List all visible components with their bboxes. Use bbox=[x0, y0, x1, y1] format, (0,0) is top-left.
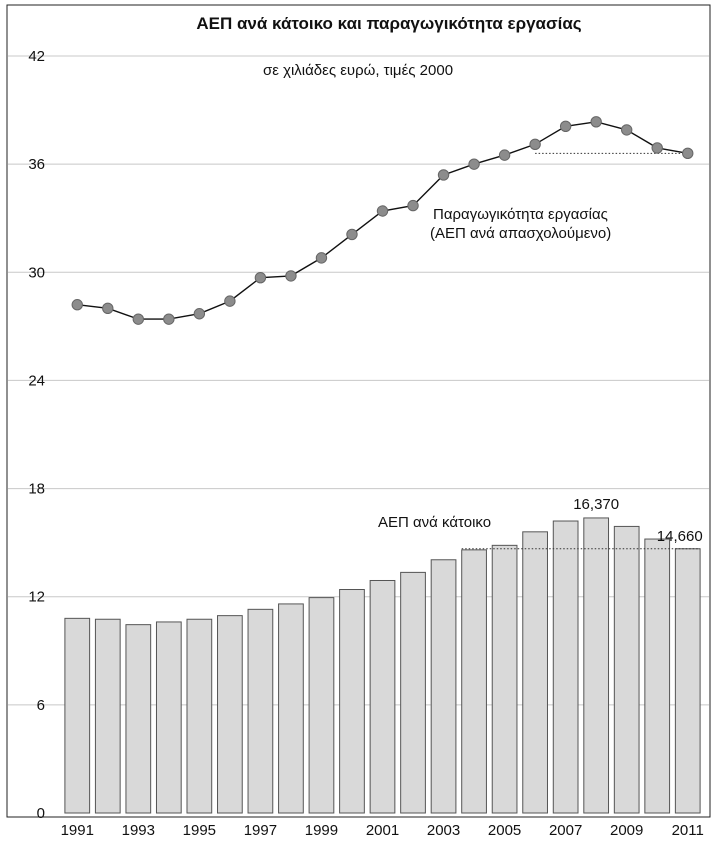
x-tick-label: 1995 bbox=[183, 822, 216, 839]
line-point bbox=[376, 205, 389, 217]
line-point bbox=[193, 308, 206, 320]
line-point bbox=[498, 149, 511, 161]
line-point bbox=[163, 313, 175, 325]
line-point bbox=[132, 313, 145, 325]
line-point bbox=[651, 142, 663, 154]
bar bbox=[644, 538, 671, 814]
x-tick-label: 2011 bbox=[672, 822, 704, 839]
gridlines bbox=[8, 55, 709, 706]
x-axis-ticks: 1991 1993 1995 1997 1999 2001 2003 2005 2007 2009… bbox=[61, 822, 704, 839]
line-point bbox=[254, 271, 267, 284]
y-tick-label: 0 bbox=[37, 805, 45, 822]
bar bbox=[186, 618, 213, 814]
reference-lines bbox=[461, 152, 701, 550]
bar bbox=[94, 618, 121, 814]
y-tick-label: 42 bbox=[28, 48, 45, 65]
line-series bbox=[71, 116, 694, 325]
line-point bbox=[529, 138, 541, 151]
y-tick-label: 24 bbox=[28, 372, 45, 389]
bar bbox=[369, 579, 396, 814]
bar bbox=[522, 531, 548, 814]
line-point bbox=[407, 199, 419, 212]
y-tick-label: 6 bbox=[37, 697, 45, 714]
line-point bbox=[71, 299, 83, 311]
line-point bbox=[315, 252, 328, 264]
bar bbox=[400, 571, 426, 814]
x-tick-label: 1993 bbox=[122, 822, 155, 839]
line-point bbox=[346, 228, 358, 241]
y-axis-ticks: 0 6 12 18 24 30 36 42 bbox=[28, 48, 45, 822]
chart-subtitle: σε χιλιάδες ευρώ, τιμές 2000 bbox=[263, 62, 453, 79]
x-tick-label: 2001 bbox=[366, 822, 399, 839]
y-tick-label: 30 bbox=[28, 264, 45, 281]
data-labels: 16,370 14,660 bbox=[573, 496, 702, 545]
bar bbox=[491, 544, 518, 814]
x-tick-label: 1997 bbox=[244, 822, 277, 839]
line-series-label-2: (ΑΕΠ ανά απασχολούμενο) bbox=[430, 225, 611, 242]
x-tick-label: 2007 bbox=[549, 822, 582, 839]
x-tick-label: 2005 bbox=[488, 822, 521, 839]
bar bbox=[613, 525, 640, 814]
line-point bbox=[590, 116, 602, 128]
bar bbox=[155, 621, 182, 814]
bar bbox=[64, 617, 91, 814]
line-point bbox=[437, 169, 450, 181]
line-series-label: Παραγωγικότητα εργασίας bbox=[433, 206, 608, 223]
bar-series-label: ΑΕΠ ανά κάτοικο bbox=[378, 514, 491, 531]
line-point bbox=[620, 124, 633, 136]
x-tick-label: 1991 bbox=[61, 822, 94, 839]
y-tick-label: 18 bbox=[28, 481, 45, 498]
line-point bbox=[285, 270, 297, 282]
bar bbox=[278, 603, 304, 814]
bar bbox=[674, 548, 701, 814]
bar bbox=[552, 520, 579, 814]
bar bbox=[125, 624, 152, 814]
y-tick-label: 36 bbox=[28, 156, 45, 173]
x-tick-label: 2009 bbox=[610, 822, 643, 839]
line-point bbox=[559, 120, 572, 132]
line-point bbox=[224, 295, 236, 307]
line-point bbox=[468, 158, 480, 170]
x-tick-label: 1999 bbox=[305, 822, 338, 839]
line-point bbox=[682, 147, 694, 160]
bar-series bbox=[64, 517, 701, 814]
bar bbox=[308, 597, 335, 814]
bar bbox=[461, 549, 487, 814]
bar bbox=[339, 589, 365, 814]
bar bbox=[430, 559, 457, 814]
bar-last-data-label: 14,660 bbox=[657, 528, 703, 545]
line-point bbox=[102, 302, 114, 315]
x-tick-label: 2003 bbox=[427, 822, 460, 839]
bar-series-label-bg bbox=[372, 510, 512, 532]
bar bbox=[583, 517, 610, 814]
bar bbox=[217, 615, 243, 814]
bar-peak-data-label: 16,370 bbox=[573, 496, 619, 513]
y-tick-label: 12 bbox=[28, 589, 45, 606]
chart-title: ΑΕΠ ανά κάτοικο και παραγωγικότητα εργασ… bbox=[196, 14, 581, 33]
bar bbox=[247, 608, 274, 814]
